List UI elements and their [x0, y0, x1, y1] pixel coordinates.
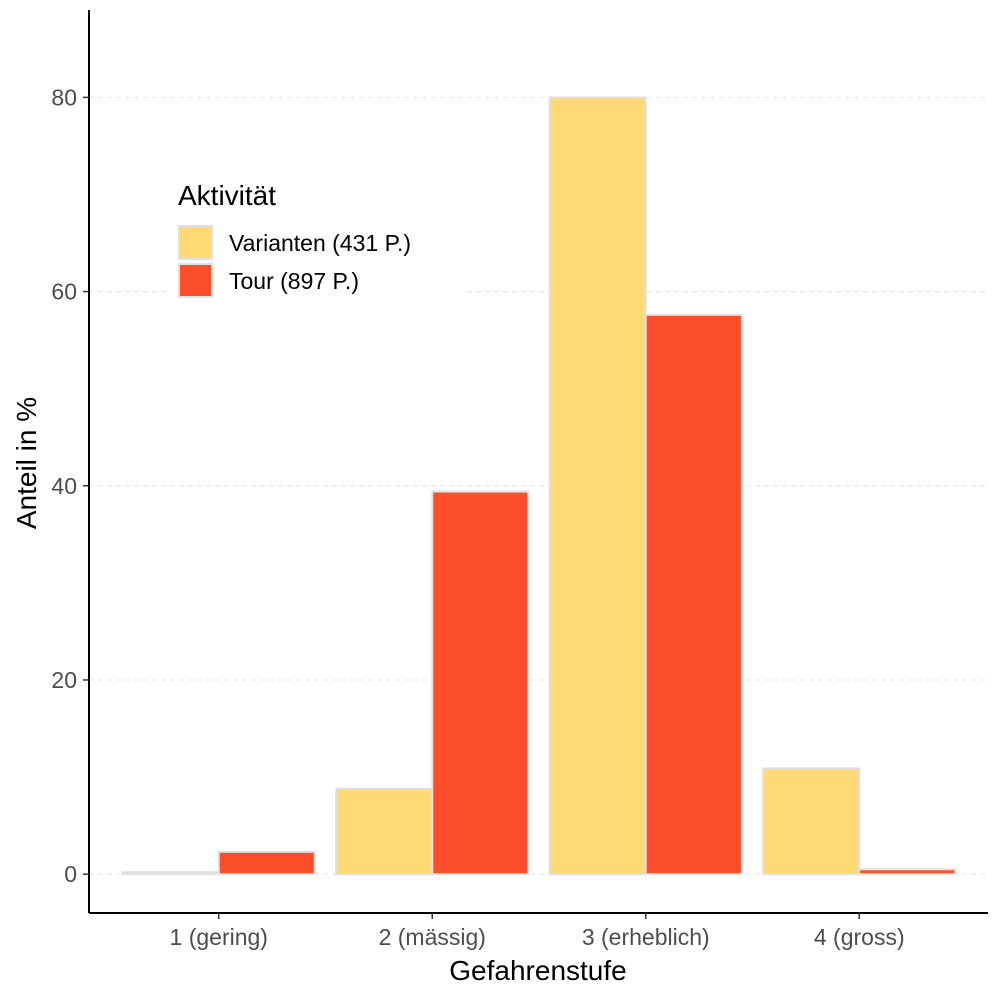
legend-key-tour	[178, 263, 213, 298]
bar-varianten-1	[121, 871, 220, 876]
y-tick-label: 80	[51, 84, 77, 110]
legend-background	[168, 168, 464, 308]
legend-title: Aktivität	[178, 180, 276, 211]
y-tick-label: 20	[51, 667, 77, 693]
y-axis-title: Anteil in %	[11, 397, 42, 529]
bar-tour-4	[858, 868, 957, 876]
legend-key-varianten	[178, 225, 213, 260]
bar-tour-3	[644, 313, 743, 876]
y-tick-label: 40	[51, 473, 77, 499]
x-ticks: 1 (gering) 2 (mässig) 3 (erheblich) 4 (gros…	[170, 913, 905, 950]
bar-tour-2	[431, 490, 530, 876]
y-tick-label: 0	[64, 861, 77, 887]
bar-varianten-2	[335, 787, 434, 876]
legend-items: Varianten (431 P.) Tour (897 P.)	[178, 225, 411, 298]
bars	[121, 96, 957, 876]
x-tick-label: 2 (mässig)	[379, 924, 486, 950]
y-tick-label: 60	[51, 279, 77, 305]
axes	[88, 10, 988, 914]
legend-label-tour: Tour (897 P.)	[229, 268, 359, 294]
legend: Aktivität Varianten (431 P.) Tour (897 P.…	[168, 168, 464, 308]
y-ticks: 0 20 40 60 80	[51, 84, 89, 887]
bar-varianten-4	[762, 767, 861, 876]
x-axis-title: Gefahrenstufe	[449, 955, 626, 986]
bar-varianten-3	[548, 96, 647, 876]
bar-tour-1	[217, 850, 316, 876]
x-tick-label: 3 (erheblich)	[582, 924, 710, 950]
x-tick-label: 4 (gross)	[814, 924, 905, 950]
x-tick-label: 1 (gering)	[170, 924, 268, 950]
legend-label-varianten: Varianten (431 P.)	[229, 230, 411, 256]
